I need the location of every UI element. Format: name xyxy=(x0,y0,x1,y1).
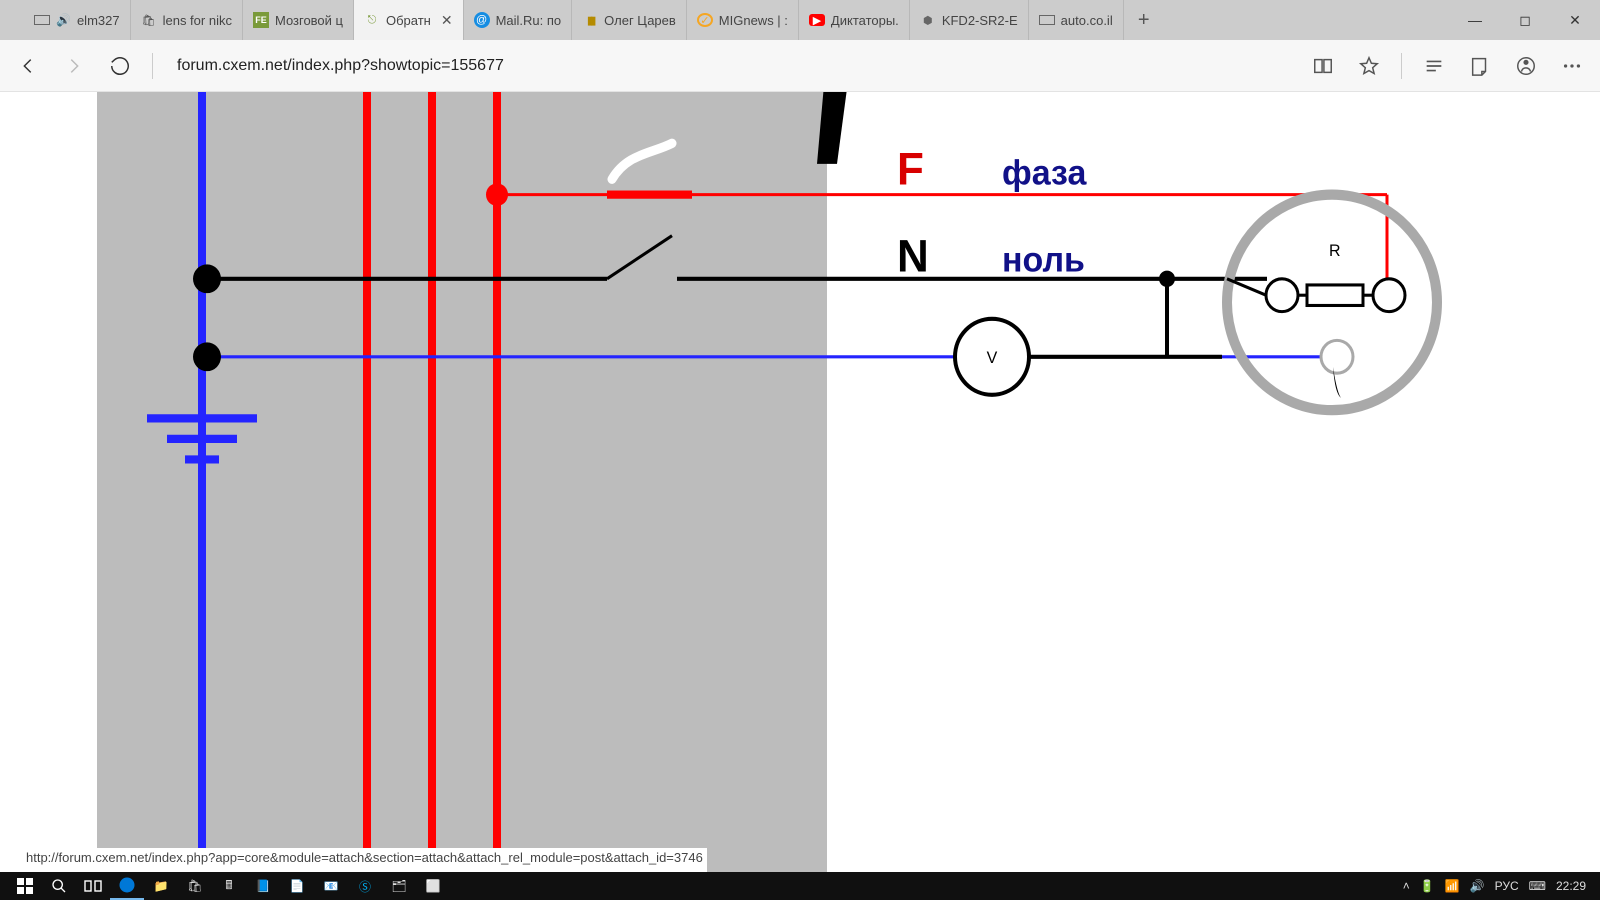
tab-favicon: ⬢ xyxy=(920,12,936,28)
tab-4[interactable]: @ Mail.Ru: по xyxy=(464,0,573,40)
svg-text:R: R xyxy=(1329,242,1341,260)
tray-keyboard-icon[interactable]: ⌨ xyxy=(1529,879,1546,893)
tab-favicon: ▮▮ xyxy=(582,12,598,28)
hub-icon[interactable] xyxy=(1420,52,1448,80)
tab-8[interactable]: ⬢ KFD2-SR2-E xyxy=(910,0,1029,40)
taskbar-app-skype[interactable]: Ⓢ xyxy=(348,872,382,900)
svg-text:фаза: фаза xyxy=(1002,154,1087,192)
tab-favicon: 🛍 xyxy=(141,12,157,28)
tab-favicon: ⎋ xyxy=(364,12,380,28)
search-icon[interactable] xyxy=(42,872,76,900)
window-minimize-button[interactable]: — xyxy=(1450,0,1500,40)
windows-taskbar: 📁 🛍 🖩 📘 📄 📧 Ⓢ 🗂 ⬜ ˄ 🔋 📶 🔊 РУС ⌨ 22:29 xyxy=(0,872,1600,900)
tab-label: MIGnews | : xyxy=(719,13,788,28)
svg-text:ноль: ноль xyxy=(1002,241,1085,279)
refresh-button[interactable] xyxy=(106,52,134,80)
tab-label: Мозговой ц xyxy=(275,13,343,28)
tab-label: Обратн xyxy=(386,13,431,28)
tab-7[interactable]: ▶ Диктаторы. xyxy=(799,0,910,40)
taskbar-app-explorer[interactable]: 📁 xyxy=(144,872,178,900)
svg-text:V: V xyxy=(987,349,998,367)
notes-icon[interactable] xyxy=(1466,52,1494,80)
tab-6[interactable]: ✓ MIGnews | : xyxy=(687,0,799,40)
tray-chevron-icon[interactable]: ˄ xyxy=(1403,879,1410,893)
tab-label: Mail.Ru: по xyxy=(496,13,562,28)
system-tray: ˄ 🔋 📶 🔊 РУС ⌨ 22:29 xyxy=(1403,879,1592,893)
window-close-button[interactable]: ✕ xyxy=(1550,0,1600,40)
forum-page: V R Fфаза Nноль xyxy=(22,92,1528,872)
taskbar-app-edge[interactable] xyxy=(110,872,144,900)
tray-clock[interactable]: 22:29 xyxy=(1556,879,1586,893)
tab-favicon xyxy=(1039,15,1055,25)
tab-1[interactable]: 🛍 lens for nikc xyxy=(131,0,243,40)
address-bar: forum.cxem.net/index.php?showtopic=15567… xyxy=(0,40,1600,92)
window-maximize-button[interactable]: ◻ xyxy=(1500,0,1550,40)
tab-label: auto.co.il xyxy=(1061,13,1113,28)
tab-audio-icon: 🔊 xyxy=(56,13,71,27)
taskbar-app-4[interactable]: 🗂 xyxy=(382,872,416,900)
tab-5[interactable]: ▮▮ Олег Царев xyxy=(572,0,687,40)
taskbar-app-5[interactable]: ⬜ xyxy=(416,872,450,900)
tab-label: elm327 xyxy=(77,13,120,28)
tab-close-icon[interactable]: ✕ xyxy=(441,12,453,29)
tab-favicon: @ xyxy=(474,12,490,28)
status-bar-url: http://forum.cxem.net/index.php?app=core… xyxy=(22,848,707,872)
new-tab-button[interactable]: + xyxy=(1124,0,1164,40)
share-icon[interactable] xyxy=(1512,52,1540,80)
tab-favicon: FE xyxy=(253,12,269,28)
tab-label: Диктаторы. xyxy=(831,13,899,28)
tab-favicon: ▶ xyxy=(809,14,825,26)
svg-text:F: F xyxy=(897,145,924,195)
tray-language[interactable]: РУС xyxy=(1495,879,1519,893)
url-field[interactable]: forum.cxem.net/index.php?showtopic=15567… xyxy=(171,57,1291,75)
task-view-icon[interactable] xyxy=(76,872,110,900)
tray-battery-icon[interactable]: 🔋 xyxy=(1420,879,1435,893)
tab-9[interactable]: auto.co.il xyxy=(1029,0,1124,40)
toolbar-right xyxy=(1309,52,1586,80)
browser-tab-strip: 🔊 elm327 🛍 lens for nikc FE Мозговой ц ⎋… xyxy=(0,0,1600,40)
tab-0[interactable]: 🔊 elm327 xyxy=(24,0,131,40)
window-controls: — ◻ ✕ xyxy=(1450,0,1600,40)
forward-button[interactable] xyxy=(60,52,88,80)
tab-label: KFD2-SR2-E xyxy=(942,13,1018,28)
tab-label: lens for nikc xyxy=(163,13,232,28)
start-button[interactable] xyxy=(8,872,42,900)
back-button[interactable] xyxy=(14,52,42,80)
reading-view-icon[interactable] xyxy=(1309,52,1337,80)
taskbar-app-2[interactable]: 📄 xyxy=(280,872,314,900)
tab-favicon xyxy=(34,15,50,25)
tab-2[interactable]: FE Мозговой ц xyxy=(243,0,354,40)
page-viewport: V R Fфаза Nноль http://forum.cxem.net/ind… xyxy=(0,92,1600,872)
favorite-star-icon[interactable] xyxy=(1355,52,1383,80)
taskbar-app-store[interactable]: 🛍 xyxy=(178,872,212,900)
tray-network-icon[interactable]: 📶 xyxy=(1445,879,1460,893)
circuit-diagram: V R Fфаза Nноль xyxy=(97,92,1547,872)
taskbar-app-1[interactable]: 📘 xyxy=(246,872,280,900)
tab-label: Олег Царев xyxy=(604,13,676,28)
tray-volume-icon[interactable]: 🔊 xyxy=(1470,879,1485,893)
taskbar-app-calc[interactable]: 🖩 xyxy=(212,872,246,900)
tab-3-active[interactable]: ⎋ Обратн ✕ xyxy=(354,0,464,40)
svg-text:N: N xyxy=(897,232,929,282)
more-icon[interactable] xyxy=(1558,52,1586,80)
tab-favicon: ✓ xyxy=(697,13,713,27)
taskbar-app-3[interactable]: 📧 xyxy=(314,872,348,900)
